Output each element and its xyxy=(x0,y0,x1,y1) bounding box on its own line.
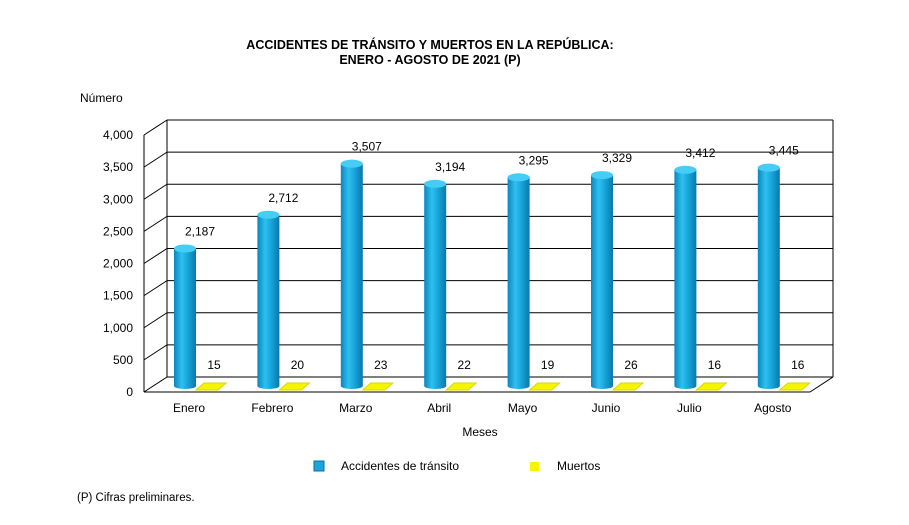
grid-diagonal xyxy=(143,376,168,393)
bar-body xyxy=(507,177,530,389)
x-tick-label: Julio xyxy=(677,401,702,415)
grid-diagonal xyxy=(143,248,168,264)
data-label-muertos: 16 xyxy=(708,358,722,372)
floor-right-edge xyxy=(809,376,834,393)
bar-cap xyxy=(757,163,780,172)
grid-diagonal xyxy=(143,344,168,361)
y-tick-label: 500 xyxy=(113,353,133,367)
data-label-accidentes: 3,507 xyxy=(352,140,382,154)
bar-accidentes xyxy=(424,179,447,389)
bar-cap xyxy=(340,159,363,168)
y-tick-label: 2,500 xyxy=(103,224,133,238)
data-label-muertos: 26 xyxy=(624,358,638,372)
grid-diagonal xyxy=(143,312,168,329)
bar-body xyxy=(591,175,613,389)
grid xyxy=(143,119,834,393)
grid-diagonal xyxy=(143,183,168,200)
footnote: (P) Cifras preliminares. xyxy=(77,492,195,504)
x-tick-label: Junio xyxy=(592,401,621,415)
chart-title-line2: ENERO - AGOSTO DE 2021 (P) xyxy=(339,53,520,67)
bar-muertos xyxy=(278,382,311,391)
bar-body xyxy=(757,167,780,389)
bar-muertos xyxy=(695,382,728,391)
bar-body xyxy=(424,183,447,389)
bar-accidentes xyxy=(591,171,613,389)
x-tick-label: Agosto xyxy=(754,401,792,415)
legend-label-muertos: Muertos xyxy=(557,459,600,473)
y-tick-labels: 0 500 1,000 1,500 2,000 2,500 3,000 3,500 4,000 xyxy=(103,128,133,399)
bars: 2,187 15 2,712 20 3,507 23 3,194 22 3,295 19 3,329… xyxy=(174,140,812,391)
data-label-accidentes: 3,194 xyxy=(435,160,465,174)
y-axis-label: Número xyxy=(80,91,123,105)
bar-body xyxy=(340,163,363,389)
bar-accidentes xyxy=(757,163,780,389)
bar-cap xyxy=(257,210,280,219)
data-label-muertos: 16 xyxy=(791,358,805,372)
bar-accidentes xyxy=(674,165,697,389)
data-label-accidentes: 3,329 xyxy=(602,151,632,165)
bar-muertos xyxy=(611,382,645,391)
data-label-muertos: 15 xyxy=(207,358,221,372)
legend: Accidentes de tránsito Muertos xyxy=(313,459,600,473)
data-label-accidentes: 3,412 xyxy=(685,146,715,160)
legend-swatch-accidentes xyxy=(313,460,325,472)
data-label-accidentes: 2,187 xyxy=(185,224,215,238)
data-label-muertos: 22 xyxy=(458,358,472,372)
grid-diagonal xyxy=(143,215,168,232)
grid-diagonal xyxy=(143,119,168,136)
x-tick-label: Mayo xyxy=(508,401,538,415)
y-tick-label: 3,000 xyxy=(103,192,133,206)
bar-cap xyxy=(591,171,613,180)
bar-muertos xyxy=(194,382,228,391)
bar-muertos xyxy=(361,382,395,391)
data-label-accidentes: 2,712 xyxy=(268,191,298,205)
bar-muertos xyxy=(444,382,478,391)
bar-accidentes xyxy=(174,244,196,389)
bar-accidentes xyxy=(507,173,530,389)
y-tick-label: 4,000 xyxy=(103,128,133,142)
x-tick-label: Abril xyxy=(427,401,451,415)
data-label-accidentes: 3,295 xyxy=(519,153,549,167)
bar-muertos xyxy=(778,382,812,391)
data-label-muertos: 20 xyxy=(291,358,305,372)
bar-body xyxy=(257,214,280,389)
bar-cap xyxy=(674,165,697,174)
data-label-muertos: 19 xyxy=(541,358,555,372)
bar-accidentes xyxy=(340,159,363,389)
y-tick-label: 1,500 xyxy=(103,289,133,303)
y-tick-label: 0 xyxy=(126,385,133,399)
bar-accidentes xyxy=(257,210,280,389)
data-label-accidentes: 3,445 xyxy=(769,144,799,158)
legend-label-accidentes: Accidentes de tránsito xyxy=(341,459,459,473)
grid-diagonal xyxy=(143,280,168,297)
legend-swatch-muertos xyxy=(530,462,539,471)
bar-muertos xyxy=(528,382,561,391)
bar-cap xyxy=(174,244,196,253)
x-tick-label: Enero xyxy=(173,401,205,415)
y-tick-label: 3,500 xyxy=(103,160,133,174)
bar-body xyxy=(674,169,697,389)
chart-title-line1: ACCIDENTES DE TRÁNSITO Y MUERTOS EN LA R… xyxy=(246,37,613,52)
bar-body xyxy=(174,248,196,389)
y-tick-label: 2,000 xyxy=(103,257,133,271)
y-tick-label: 1,000 xyxy=(103,321,133,335)
x-tick-label: Febrero xyxy=(251,401,293,415)
data-label-muertos: 23 xyxy=(374,358,388,372)
grid-diagonal xyxy=(143,151,168,168)
bar-cap xyxy=(507,173,530,182)
bar-cap xyxy=(424,179,447,188)
x-tick-labels: Enero Febrero Marzo Abril Mayo Junio Julio Agos… xyxy=(173,401,792,415)
x-tick-label: Marzo xyxy=(339,401,373,415)
x-axis-label: Meses xyxy=(462,425,497,439)
